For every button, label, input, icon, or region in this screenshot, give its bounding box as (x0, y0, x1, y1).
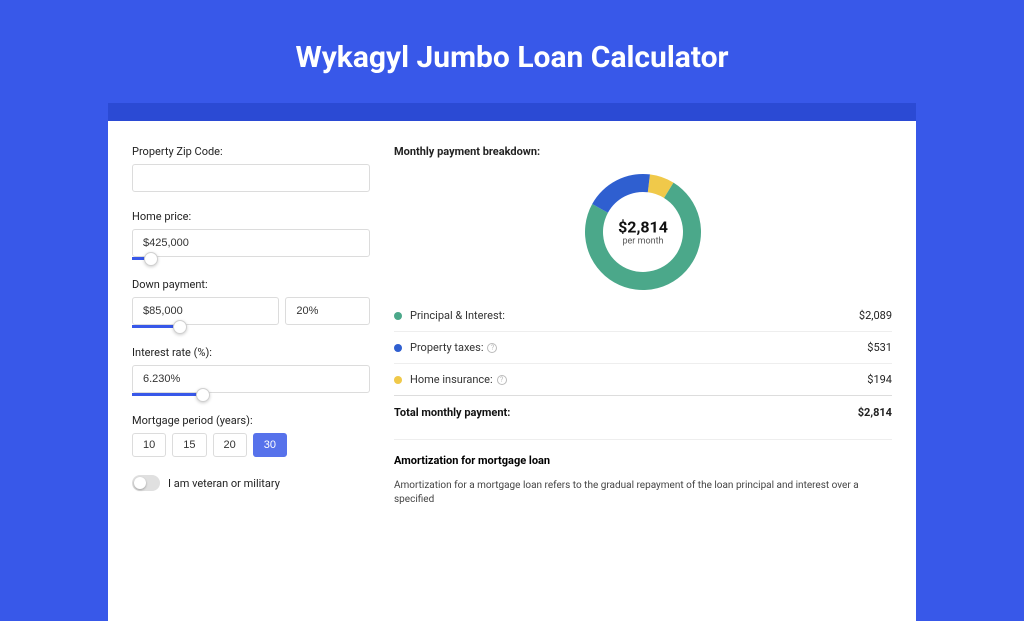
legend-value: $531 (867, 341, 892, 354)
donut-chart: $2,814 per month (394, 158, 892, 300)
amortization-block: Amortization for mortgage loan Amortizat… (394, 439, 892, 507)
veteran-toggle[interactable] (132, 475, 160, 491)
home-price-field: Home price: (132, 210, 370, 260)
legend-value: $194 (867, 373, 892, 386)
page-title: Wykagyl Jumbo Loan Calculator (0, 40, 1024, 75)
breakdown-panel: Monthly payment breakdown: $2,814 per mo… (394, 145, 892, 597)
veteran-row: I am veteran or military (132, 475, 370, 491)
form-panel: Property Zip Code: Home price: Down paym… (132, 145, 370, 597)
period-button-30[interactable]: 30 (253, 433, 287, 457)
legend-label: Property taxes:? (410, 341, 867, 354)
amortization-text: Amortization for a mortgage loan refers … (394, 479, 892, 507)
zip-label: Property Zip Code: (132, 145, 370, 158)
period-button-row: 1015 2030 (132, 433, 370, 457)
legend-row: Principal & Interest:$2,089 (394, 300, 892, 332)
zip-input[interactable] (132, 164, 370, 192)
legend-dot (394, 376, 402, 384)
down-payment-label: Down payment: (132, 278, 370, 291)
calculator-card: Property Zip Code: Home price: Down paym… (108, 121, 916, 621)
donut-center: $2,814 per month (618, 218, 668, 247)
down-payment-percent-input[interactable] (285, 297, 370, 325)
rate-label: Interest rate (%): (132, 346, 370, 359)
legend-label: Home insurance:? (410, 373, 867, 386)
rate-field: Interest rate (%): (132, 346, 370, 396)
info-icon[interactable]: ? (497, 375, 507, 385)
slider-thumb[interactable] (144, 252, 158, 266)
down-payment-field: Down payment: (132, 278, 370, 328)
slider-thumb[interactable] (196, 388, 210, 402)
home-price-input[interactable] (132, 229, 370, 257)
down-payment-slider[interactable] (132, 325, 370, 328)
breakdown-title: Monthly payment breakdown: (394, 145, 892, 158)
veteran-label: I am veteran or military (168, 477, 280, 490)
rate-input[interactable] (132, 365, 370, 393)
total-label: Total monthly payment: (394, 406, 858, 419)
legend-row: Property taxes:?$531 (394, 332, 892, 364)
donut-amount: $2,814 (618, 218, 668, 237)
legend: Principal & Interest:$2,089Property taxe… (394, 300, 892, 395)
period-button-10[interactable]: 10 (132, 433, 166, 457)
period-button-15[interactable]: 15 (172, 433, 206, 457)
total-value: $2,814 (858, 406, 892, 419)
rate-slider[interactable] (132, 393, 370, 396)
toggle-knob (134, 477, 146, 489)
home-price-slider[interactable] (132, 257, 370, 260)
home-price-label: Home price: (132, 210, 370, 223)
period-label: Mortgage period (years): (132, 414, 370, 427)
info-icon[interactable]: ? (487, 343, 497, 353)
legend-row: Home insurance:?$194 (394, 364, 892, 395)
donut-sub: per month (618, 237, 668, 247)
down-payment-input[interactable] (132, 297, 279, 325)
slider-thumb[interactable] (173, 320, 187, 334)
legend-dot (394, 344, 402, 352)
legend-label: Principal & Interest: (410, 309, 859, 322)
amortization-title: Amortization for mortgage loan (394, 454, 892, 467)
total-row: Total monthly payment: $2,814 (394, 395, 892, 429)
period-button-20[interactable]: 20 (213, 433, 247, 457)
period-field: Mortgage period (years): 1015 2030 (132, 414, 370, 457)
legend-value: $2,089 (859, 309, 892, 322)
header-band (108, 103, 916, 121)
zip-field: Property Zip Code: (132, 145, 370, 192)
page-header: Wykagyl Jumbo Loan Calculator (0, 0, 1024, 85)
legend-dot (394, 312, 402, 320)
